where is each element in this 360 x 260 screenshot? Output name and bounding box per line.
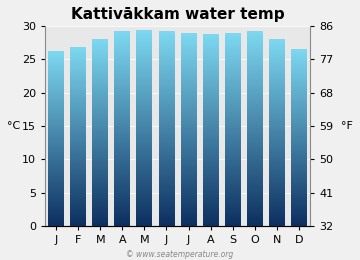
Y-axis label: °C: °C <box>7 121 20 131</box>
Title: Kattivākkam water temp: Kattivākkam water temp <box>71 7 284 22</box>
Y-axis label: °F: °F <box>341 121 353 131</box>
Text: © www.seatemperature.org: © www.seatemperature.org <box>126 250 234 259</box>
